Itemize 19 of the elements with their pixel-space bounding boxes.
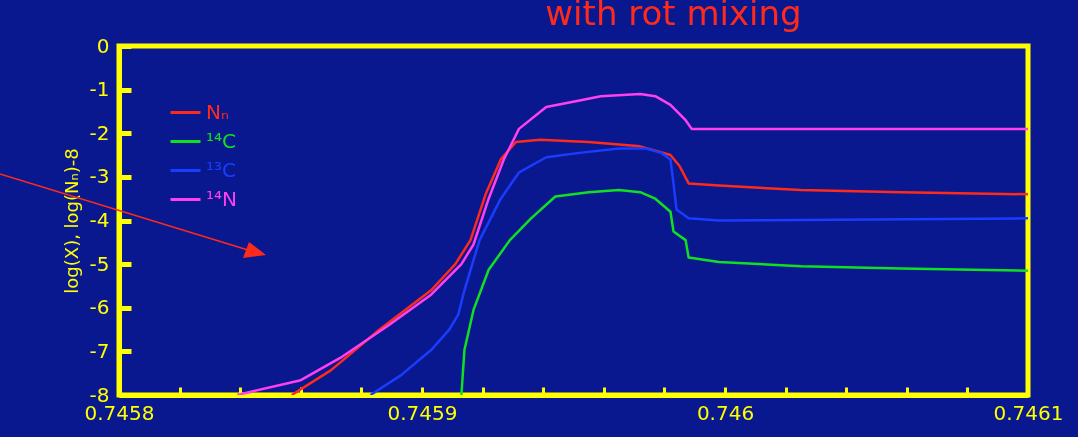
legend-label: ¹³C bbox=[206, 157, 236, 182]
line-series bbox=[235, 92, 1028, 395]
y-tick-label: -5 bbox=[89, 251, 110, 276]
y-tick-label: -3 bbox=[89, 164, 110, 189]
legend-label: ¹⁴N bbox=[206, 186, 237, 211]
legend-label: ¹⁴C bbox=[206, 128, 236, 153]
x-tick-label: 0.746 bbox=[696, 400, 755, 425]
y-tick-label: -8 bbox=[89, 382, 110, 407]
y-tick-label: -1 bbox=[89, 77, 110, 102]
x-tick-label: 0.7459 bbox=[387, 400, 458, 425]
y-tick-label: -4 bbox=[89, 208, 110, 232]
x-tick-label: 0.7461 bbox=[993, 400, 1064, 425]
line-series bbox=[460, 188, 1028, 395]
y-tick-label: -6 bbox=[89, 295, 110, 320]
y-axis-title: log(X), log(Nₙ)-8 bbox=[60, 148, 82, 294]
y-tick-label: 0 bbox=[96, 33, 110, 58]
y-tick-label: -7 bbox=[89, 338, 110, 363]
y-tick-label: -2 bbox=[89, 120, 110, 145]
legend-label: Nₙ bbox=[206, 99, 229, 124]
